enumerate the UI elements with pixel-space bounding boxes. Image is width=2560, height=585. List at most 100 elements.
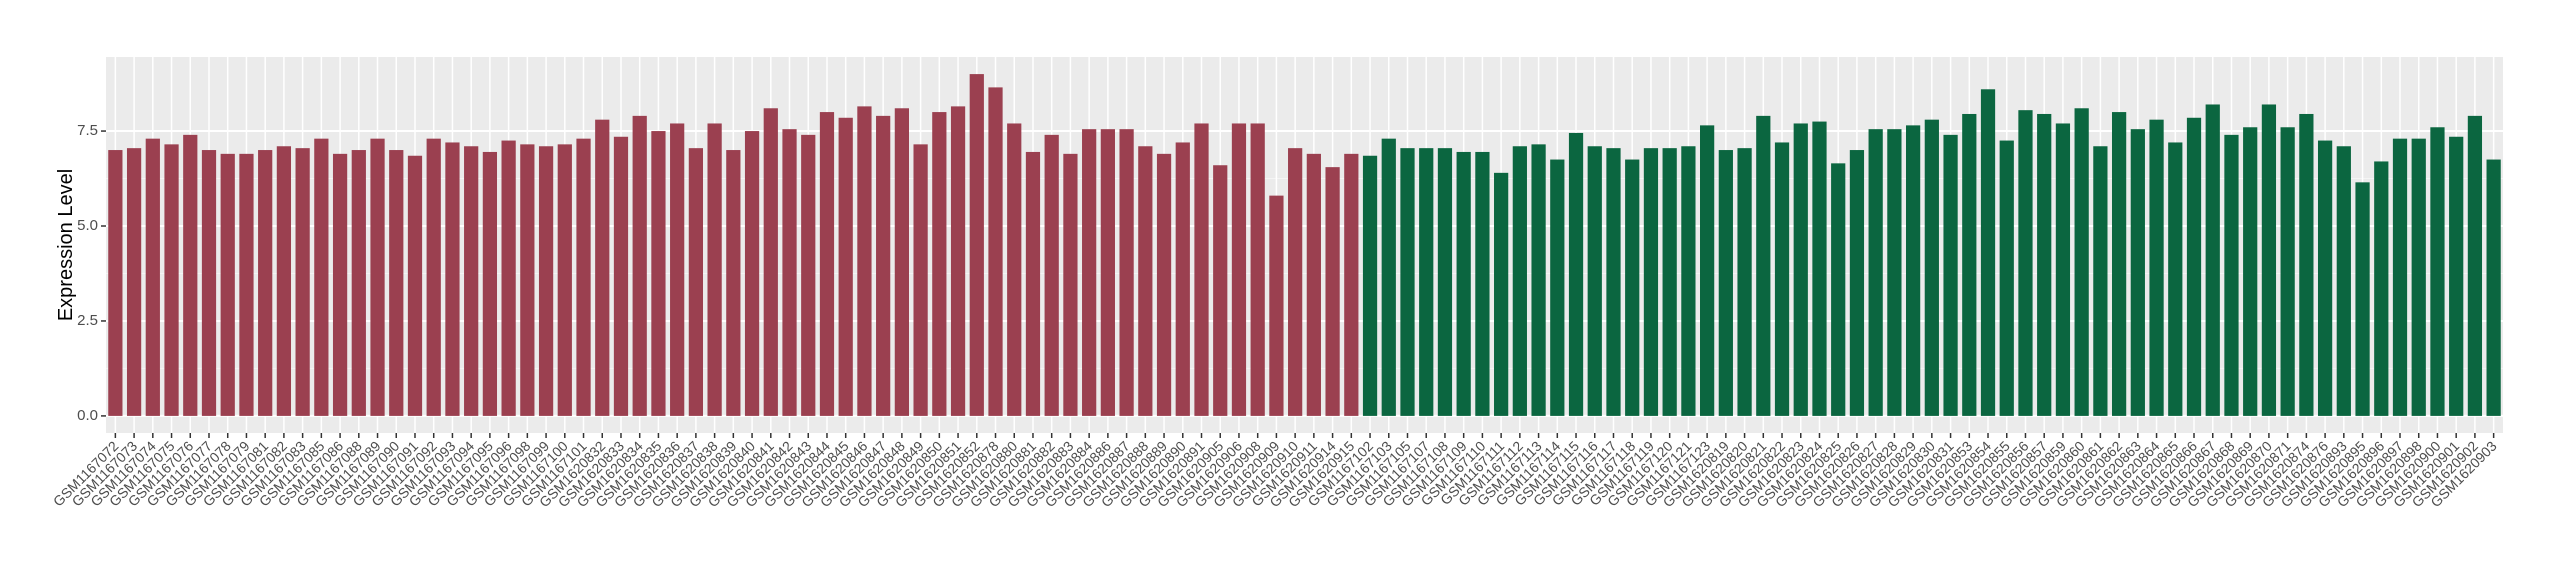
bar bbox=[744, 131, 760, 416]
bar bbox=[576, 138, 591, 416]
bar bbox=[857, 106, 872, 416]
bar bbox=[1213, 165, 1228, 416]
bar bbox=[1587, 146, 1602, 416]
bar bbox=[389, 150, 404, 416]
bar bbox=[894, 108, 909, 416]
bar bbox=[726, 150, 741, 416]
bar bbox=[2093, 146, 2108, 416]
bar bbox=[1175, 142, 1190, 416]
bar bbox=[932, 112, 947, 416]
bar bbox=[876, 115, 891, 416]
bar bbox=[1643, 148, 1659, 416]
bar bbox=[2430, 127, 2445, 416]
bar bbox=[1700, 125, 1715, 416]
bar bbox=[1812, 121, 1827, 416]
bar bbox=[1905, 125, 1921, 416]
bar bbox=[2111, 112, 2127, 416]
bar bbox=[670, 123, 685, 416]
bar bbox=[351, 150, 366, 416]
bar bbox=[2449, 136, 2464, 416]
bar bbox=[1962, 113, 1977, 416]
bar bbox=[801, 134, 816, 416]
bar bbox=[1007, 123, 1022, 416]
bar bbox=[2055, 123, 2071, 416]
bar bbox=[1625, 159, 1640, 416]
bar bbox=[1662, 148, 1677, 416]
bar bbox=[1606, 148, 1621, 416]
bar bbox=[1400, 148, 1415, 416]
bar bbox=[1550, 159, 1565, 416]
bar bbox=[1849, 150, 1865, 416]
bar bbox=[1288, 148, 1303, 416]
bar bbox=[988, 87, 1003, 416]
y-axis-title: Expression Level bbox=[55, 169, 77, 321]
bar bbox=[1456, 151, 1471, 416]
bar bbox=[2018, 110, 2033, 416]
bar bbox=[1512, 146, 1527, 416]
bar bbox=[2261, 104, 2277, 416]
bar bbox=[1250, 123, 1265, 416]
bar bbox=[1774, 142, 1790, 416]
bar bbox=[2130, 129, 2145, 416]
bar bbox=[2317, 140, 2333, 416]
bar bbox=[1437, 148, 1453, 416]
bar bbox=[1063, 153, 1078, 416]
bar bbox=[2336, 146, 2351, 416]
bar bbox=[1568, 132, 1584, 416]
bar bbox=[1044, 134, 1059, 416]
bar bbox=[1362, 155, 1378, 416]
bar bbox=[1025, 151, 1041, 416]
bar bbox=[2392, 138, 2408, 416]
bar bbox=[1306, 153, 1321, 416]
bar bbox=[2299, 113, 2314, 416]
bar bbox=[276, 146, 292, 416]
bar bbox=[2411, 138, 2426, 416]
bar bbox=[1531, 144, 1546, 416]
bar bbox=[1887, 129, 1902, 416]
bar bbox=[1475, 151, 1490, 416]
bar bbox=[126, 148, 142, 416]
bar bbox=[1943, 134, 1958, 416]
bar bbox=[295, 148, 310, 416]
bar bbox=[707, 123, 722, 416]
bar bbox=[239, 153, 254, 416]
bar bbox=[258, 150, 273, 416]
bar bbox=[1100, 129, 1115, 416]
bar bbox=[2186, 117, 2202, 416]
bar bbox=[426, 138, 441, 416]
bar bbox=[1831, 163, 1846, 416]
bar bbox=[2074, 108, 2089, 416]
bar bbox=[1756, 115, 1771, 416]
bar bbox=[1194, 123, 1209, 416]
bar bbox=[332, 153, 348, 416]
bar bbox=[688, 148, 704, 416]
bar bbox=[2280, 127, 2295, 416]
bar bbox=[407, 155, 423, 416]
bar bbox=[1231, 123, 1247, 416]
bar bbox=[2243, 127, 2258, 416]
bar bbox=[1344, 153, 1359, 416]
bar bbox=[164, 144, 179, 416]
bar bbox=[1999, 140, 2014, 416]
bar bbox=[2205, 104, 2220, 416]
bar bbox=[2149, 119, 2164, 416]
bar bbox=[2486, 159, 2501, 416]
bar bbox=[145, 138, 160, 416]
bar bbox=[2355, 182, 2370, 416]
bar bbox=[1138, 146, 1153, 416]
bar bbox=[1082, 129, 1097, 416]
y-tick-label: 2.5 bbox=[77, 312, 98, 329]
bar bbox=[183, 134, 198, 416]
bar bbox=[1793, 123, 1808, 416]
bar bbox=[651, 131, 666, 416]
bar bbox=[1681, 146, 1696, 416]
bar bbox=[108, 150, 123, 416]
bar bbox=[1156, 153, 1172, 416]
bar bbox=[2467, 115, 2483, 416]
bar bbox=[1419, 148, 1434, 416]
bar bbox=[782, 129, 797, 416]
bar bbox=[2168, 142, 2183, 416]
bar bbox=[1737, 148, 1752, 416]
bar bbox=[1119, 129, 1134, 416]
